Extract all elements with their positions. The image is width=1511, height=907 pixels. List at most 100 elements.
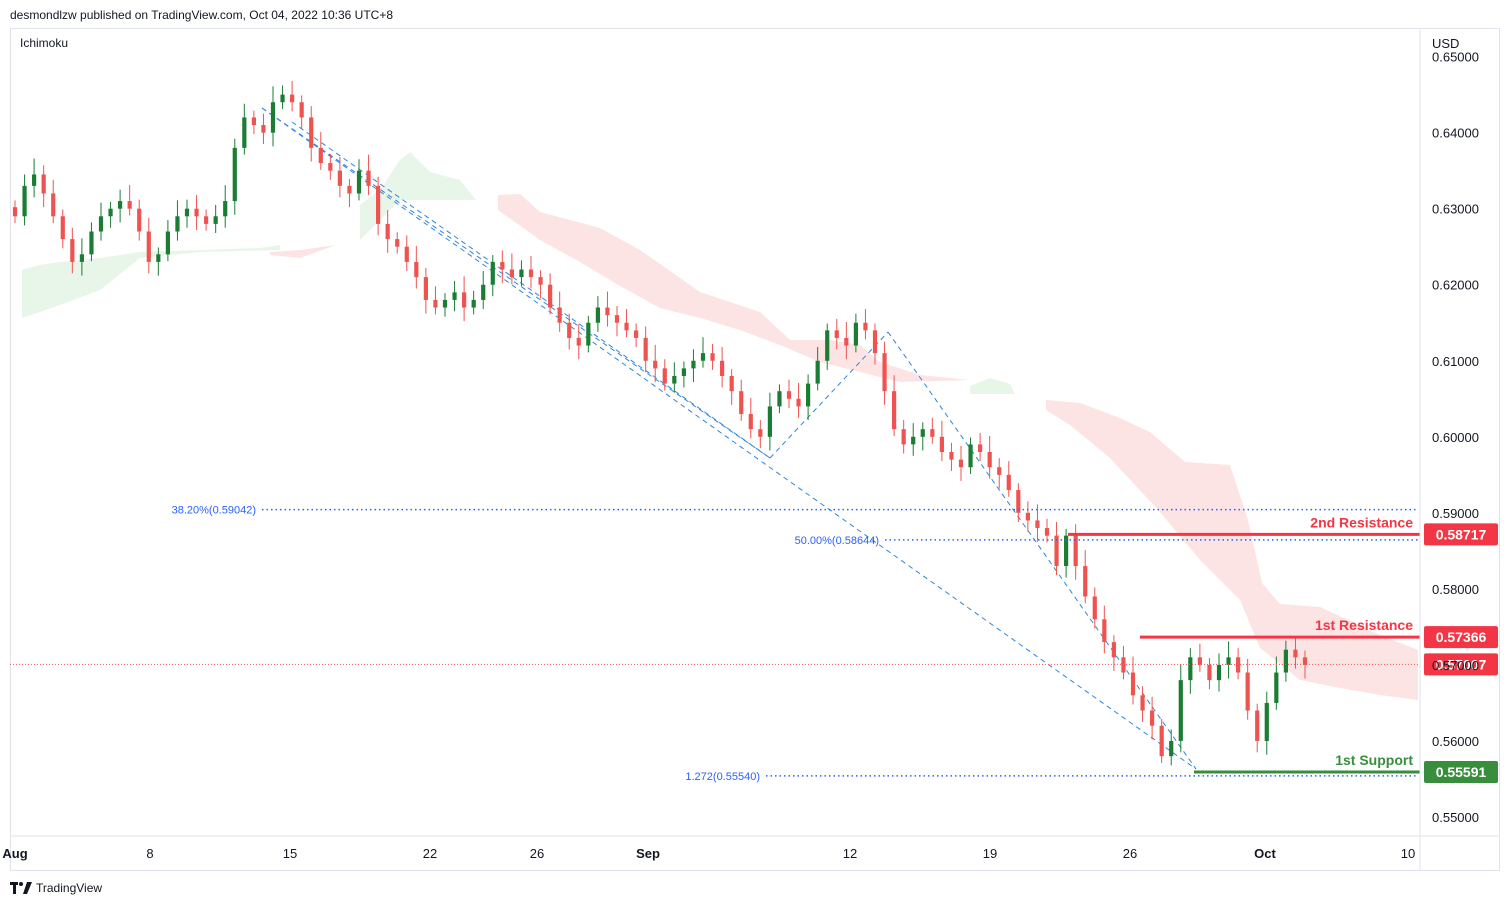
candle-body bbox=[490, 261, 495, 285]
candle-body bbox=[844, 337, 849, 346]
candle-body bbox=[863, 322, 868, 331]
candle-body bbox=[12, 207, 18, 217]
candle-body bbox=[1226, 657, 1231, 665]
candle-body bbox=[595, 307, 600, 323]
candle-body bbox=[1236, 657, 1241, 673]
cloud-region-2 bbox=[270, 245, 336, 258]
x-tick-label: 12 bbox=[843, 846, 857, 861]
candle-body bbox=[834, 330, 839, 338]
level-title: 1st Resistance bbox=[1315, 617, 1413, 633]
fib-trendline-4 bbox=[887, 331, 1197, 770]
candle-body bbox=[882, 353, 887, 392]
candle-body bbox=[175, 216, 180, 232]
candle-body bbox=[825, 330, 830, 361]
price-tag-label: 0.57366 bbox=[1436, 629, 1487, 645]
candle-body bbox=[423, 277, 428, 300]
candle-body bbox=[328, 163, 333, 171]
price-tag-label: 0.57007 bbox=[1436, 656, 1487, 672]
candle-body bbox=[118, 201, 123, 209]
ichimoku-cloud bbox=[22, 152, 1418, 700]
x-tick-label: 15 bbox=[283, 846, 297, 861]
candle-body bbox=[194, 208, 199, 217]
indicator-label[interactable]: Ichimoku bbox=[20, 36, 69, 50]
y-tick-label: 0.56000 bbox=[1432, 734, 1479, 749]
y-tick-label: 0.59000 bbox=[1432, 506, 1479, 521]
candle-body bbox=[299, 102, 304, 118]
candle-body bbox=[930, 429, 935, 437]
x-tick-label: 8 bbox=[146, 846, 153, 861]
candle-body bbox=[939, 436, 944, 453]
cloud-region-4 bbox=[970, 378, 1015, 394]
candle-body bbox=[433, 299, 438, 308]
candle-body bbox=[309, 117, 314, 148]
candle-body bbox=[270, 102, 276, 133]
candle-body bbox=[901, 429, 906, 445]
x-tick-label: 26 bbox=[530, 846, 544, 861]
candle-body bbox=[920, 429, 925, 437]
candle-body bbox=[987, 452, 992, 468]
candle-body bbox=[748, 413, 753, 430]
candle-body bbox=[1092, 596, 1097, 620]
candle-body bbox=[681, 368, 686, 376]
y-tick-label: 0.58000 bbox=[1432, 582, 1479, 597]
price-tag bbox=[1424, 626, 1498, 649]
candle-body bbox=[318, 147, 323, 164]
candle-body bbox=[1035, 520, 1040, 529]
candle-body bbox=[242, 117, 247, 148]
cloud-region-5 bbox=[1046, 400, 1418, 700]
y-tick-label: 0.60000 bbox=[1432, 430, 1479, 445]
candle-body bbox=[251, 117, 256, 126]
candle-body bbox=[739, 391, 744, 414]
brand-footer[interactable]: TradingView bbox=[10, 881, 102, 895]
candle-body bbox=[796, 398, 801, 407]
candle-body bbox=[1283, 649, 1288, 673]
candle-body bbox=[1216, 664, 1222, 681]
candle-body bbox=[567, 322, 572, 338]
price-tag bbox=[1424, 653, 1498, 676]
candle-body bbox=[548, 284, 553, 308]
candle-body bbox=[538, 277, 543, 285]
candle-body bbox=[978, 444, 983, 453]
x-tick-label: Aug bbox=[2, 846, 27, 861]
candle-body bbox=[356, 170, 362, 194]
candle-body bbox=[70, 239, 75, 262]
candle-body bbox=[643, 337, 648, 361]
fib-trendline-3 bbox=[261, 107, 1197, 770]
candle-body bbox=[1255, 710, 1260, 741]
level-title: 2nd Resistance bbox=[1310, 514, 1413, 530]
x-tick-label: 10 bbox=[1401, 846, 1415, 861]
candle-body bbox=[223, 201, 228, 217]
candle-body bbox=[634, 330, 639, 338]
candle-body bbox=[576, 337, 581, 346]
fib-level-label: 50.00%(0.58644) bbox=[795, 535, 879, 547]
candle-body bbox=[614, 315, 620, 323]
fib-trendline-0 bbox=[261, 107, 771, 459]
candle-body bbox=[1111, 642, 1116, 658]
candle-body bbox=[471, 299, 476, 308]
candle-body bbox=[1274, 672, 1279, 703]
candle-body bbox=[79, 254, 84, 262]
candle-body bbox=[204, 216, 209, 224]
candle-body bbox=[1083, 566, 1088, 597]
price-levels: 38.20%(0.59042) 50.00%(0.58644) 1.272(0.55… bbox=[10, 505, 1498, 784]
candle-body bbox=[1264, 702, 1269, 741]
candle-body bbox=[786, 391, 792, 399]
candle-body bbox=[691, 360, 696, 369]
candle-body bbox=[404, 246, 409, 262]
x-tick-label: 26 bbox=[1123, 846, 1137, 861]
candle-body bbox=[414, 261, 419, 278]
candle-body bbox=[1025, 512, 1030, 521]
candle-body bbox=[892, 391, 897, 430]
candle-body bbox=[1169, 740, 1174, 757]
candle-body bbox=[853, 322, 858, 346]
fibonacci-drawings bbox=[261, 107, 1197, 770]
y-tick-label: 0.63000 bbox=[1432, 202, 1479, 217]
candle-body bbox=[815, 360, 820, 384]
x-tick-label: 22 bbox=[423, 846, 437, 861]
fib-trendline-2 bbox=[769, 331, 889, 459]
fib-level-label: 38.20%(0.59042) bbox=[172, 505, 256, 517]
candle-body bbox=[729, 375, 734, 392]
candle-body bbox=[280, 94, 285, 103]
candle-body bbox=[165, 231, 170, 255]
